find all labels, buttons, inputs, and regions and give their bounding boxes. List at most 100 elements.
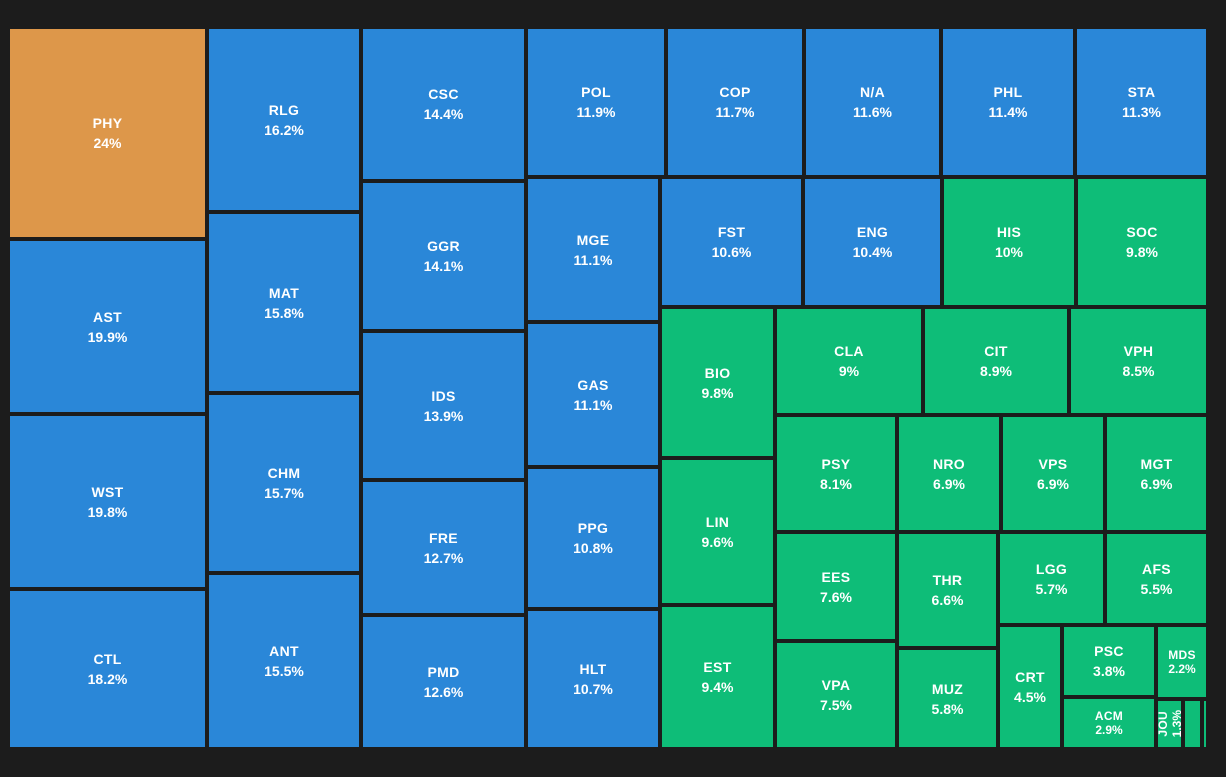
cell-value: 10.6% — [711, 244, 752, 260]
cell-value: 11.1% — [573, 396, 613, 413]
treemap-cell-cit[interactable]: CIT 8.9% — [923, 307, 1069, 415]
treemap-cell-na[interactable]: N/A 11.6% — [804, 27, 941, 177]
cell-value: 11.4% — [988, 104, 1028, 120]
cell-value: 11.3% — [1122, 104, 1161, 120]
treemap-cell-ids[interactable]: IDS 13.9% — [361, 331, 526, 480]
cell-label: MGT — [1140, 455, 1173, 472]
treemap-cell-eng[interactable]: ENG 10.4% — [803, 177, 942, 307]
treemap-cell-thr[interactable]: THR 6.6% — [897, 532, 998, 648]
cell-label: GAS — [577, 376, 609, 393]
cell-value: 19.9% — [87, 328, 128, 345]
treemap-cell-ggr[interactable]: GGR 14.1% — [361, 181, 526, 331]
cell-label: LIN — [705, 513, 730, 530]
treemap-cell-phy[interactable]: PHY 24% — [8, 27, 207, 239]
cell-value: 14.1% — [423, 258, 464, 274]
treemap-cell-bio[interactable]: BIO 9.8% — [660, 307, 775, 458]
treemap-cell-phl[interactable]: PHL 11.4% — [941, 27, 1075, 177]
treemap-cell-lgg[interactable]: LGG 5.7% — [998, 532, 1105, 625]
cell-value: 16.2% — [264, 121, 304, 138]
treemap-cell-ant[interactable]: ANT 15.5% — [207, 573, 361, 749]
cell-value: 1.3% — [1169, 710, 1183, 738]
cell-value: 11.9% — [576, 104, 616, 120]
treemap-cell-lin[interactable]: LIN 9.6% — [660, 458, 775, 605]
treemap-cell-ppg[interactable]: PPG 10.8% — [526, 467, 660, 609]
treemap-cell-chm[interactable]: CHM 15.7% — [207, 393, 361, 573]
cell-label: VPS — [1038, 455, 1068, 472]
treemap-cell-afs[interactable]: AFS 5.5% — [1105, 532, 1208, 625]
cell-value: 7.6% — [820, 588, 852, 605]
treemap-cell-mds[interactable]: MDS 2.2% — [1156, 625, 1208, 699]
cell-label: PHY — [92, 115, 123, 131]
treemap-cell-vpa[interactable]: VPA 7.5% — [775, 641, 897, 749]
cell-value: 5.5% — [1140, 580, 1173, 597]
cell-label: CSC — [428, 86, 459, 102]
treemap-cell-gas[interactable]: GAS 11.1% — [526, 322, 660, 467]
cell-label: AFS — [1142, 560, 1171, 577]
cell-value: 18.2% — [87, 671, 128, 687]
cell-value: 10.8% — [573, 540, 613, 556]
treemap-cell-unlabeled[interactable] — [1202, 699, 1208, 749]
treemap-cell-soc[interactable]: SOC 9.8% — [1076, 177, 1208, 307]
treemap-cell-ctl[interactable]: CTL 18.2% — [8, 589, 207, 749]
treemap-cell-crt[interactable]: CRT 4.5% — [998, 625, 1062, 749]
cell-label: HIS — [996, 224, 1022, 240]
cell-label: PSC — [1094, 643, 1124, 659]
cell-value: 8.1% — [820, 475, 852, 492]
treemap-cell-sta[interactable]: STA 11.3% — [1075, 27, 1208, 177]
treemap-cell-wst[interactable]: WST 19.8% — [8, 414, 207, 589]
treemap-cell-vph[interactable]: VPH 8.5% — [1069, 307, 1208, 415]
treemap-cell-csc[interactable]: CSC 14.4% — [361, 27, 526, 181]
cell-label: AST — [93, 308, 122, 325]
cell-label: VPA — [821, 677, 851, 693]
treemap-cell-mgt[interactable]: MGT 6.9% — [1105, 415, 1208, 532]
cell-label: WST — [91, 483, 124, 500]
cell-value: 10.4% — [852, 244, 893, 260]
cell-label: LGG — [1035, 560, 1068, 577]
cell-label: PMD — [427, 664, 460, 680]
cell-label: NRO — [932, 455, 965, 472]
treemap-cell-cla[interactable]: CLA 9% — [775, 307, 923, 415]
treemap-cell-ees[interactable]: EES 7.6% — [775, 532, 897, 641]
cell-value: 10% — [994, 244, 1024, 260]
treemap-cell-his[interactable]: HIS 10% — [942, 177, 1076, 307]
cell-label: EES — [821, 568, 851, 585]
treemap-cell-psc[interactable]: PSC 3.8% — [1062, 625, 1156, 697]
treemap-cell-fre[interactable]: FRE 12.7% — [361, 480, 526, 615]
treemap-cell-hlt[interactable]: HLT 10.7% — [526, 609, 660, 749]
treemap-cell-pol[interactable]: POL 11.9% — [526, 27, 666, 177]
treemap-cell-acm[interactable]: ACM 2.9% — [1062, 697, 1156, 749]
cell-value: 11.7% — [715, 104, 755, 120]
treemap-cell-jou[interactable]: JOU 1.3% — [1156, 699, 1183, 749]
treemap-cell-psy[interactable]: PSY 8.1% — [775, 415, 897, 532]
cell-value: 11.1% — [573, 251, 613, 268]
cell-value: 11.6% — [853, 104, 892, 120]
cell-label: PPG — [577, 520, 609, 536]
cell-value: 9.6% — [701, 533, 734, 550]
treemap-cell-vps[interactable]: VPS 6.9% — [1001, 415, 1105, 532]
cell-label: CLA — [834, 343, 864, 359]
cell-value: 15.5% — [264, 663, 304, 679]
treemap-cell-mge[interactable]: MGE 11.1% — [526, 177, 660, 322]
cell-label: POL — [581, 84, 611, 100]
cell-label: MUZ — [931, 680, 964, 697]
cell-label: VPH — [1123, 343, 1154, 359]
cell-label: CIT — [984, 343, 1008, 359]
treemap-cell-rlg[interactable]: RLG 16.2% — [207, 27, 361, 212]
treemap-cell-ast[interactable]: AST 19.9% — [8, 239, 207, 414]
treemap-cell-cop[interactable]: COP 11.7% — [666, 27, 804, 177]
cell-value: 8.5% — [1122, 363, 1155, 379]
treemap-cell-fst[interactable]: FST 10.6% — [660, 177, 803, 307]
cell-value: 6.9% — [1037, 475, 1069, 492]
cell-value: 6.9% — [933, 475, 965, 492]
cell-value: 2.2% — [1168, 662, 1196, 676]
cell-label: ACM — [1094, 709, 1124, 723]
cell-value: 13.9% — [423, 407, 464, 424]
treemap-cell-mat[interactable]: MAT 15.8% — [207, 212, 361, 393]
treemap-cell-nro[interactable]: NRO 6.9% — [897, 415, 1001, 532]
treemap-cell-pmd[interactable]: PMD 12.6% — [361, 615, 526, 749]
treemap-cell-est[interactable]: EST 9.4% — [660, 605, 775, 749]
cell-value: 4.5% — [1014, 689, 1046, 705]
cell-label: BIO — [704, 364, 731, 381]
treemap-cell-muz[interactable]: MUZ 5.8% — [897, 648, 998, 749]
treemap-cell-unlabeled[interactable] — [1183, 699, 1202, 749]
